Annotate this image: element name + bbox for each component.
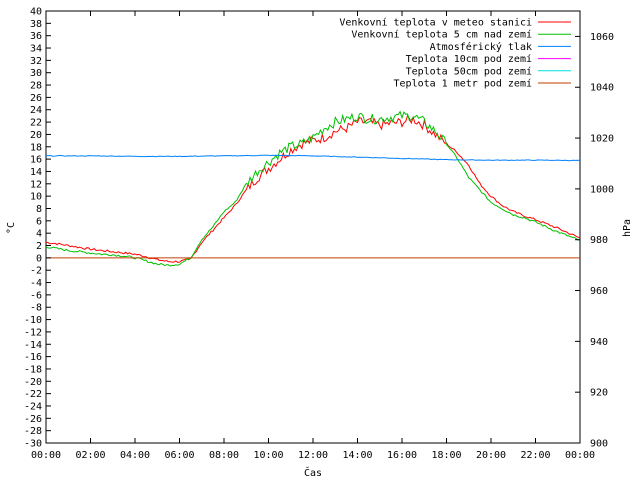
y-axis-left-title: °C: [6, 222, 17, 234]
series-group: [45, 110, 581, 267]
y-left-tick-label: 18: [30, 142, 42, 153]
y-left-tick-label: 0: [36, 253, 42, 264]
x-axis-title: Čas: [304, 466, 322, 479]
x-tick-label: 02:00: [75, 450, 105, 461]
y-left-tick-label: 24: [30, 105, 42, 116]
series-line-0: [45, 114, 581, 263]
y-left-tick-label: -20: [24, 377, 42, 388]
y-left-tick-label: -28: [24, 426, 42, 437]
y-left-tick-label: -2: [30, 266, 42, 277]
y-right-tick-label: 1060: [590, 32, 614, 43]
legend-label-0: Venkovní teplota v meteo stanici: [339, 17, 532, 29]
x-tick-label: 10:00: [253, 450, 283, 461]
y-left-tick-label: 38: [30, 19, 42, 30]
x-tick-label: 06:00: [164, 450, 194, 461]
y-left-tick-label: -26: [24, 414, 42, 425]
x-tick-label: 20:00: [476, 450, 506, 461]
y-left-tick-label: 20: [30, 130, 42, 141]
legend-label-5: Teplota 1 metr pod zemí: [394, 78, 532, 90]
y-left-tick-label: -12: [24, 327, 42, 338]
y-left-tick-label: 32: [30, 56, 42, 67]
y-left-tick-label: -22: [24, 389, 42, 400]
series-line-2: [46, 154, 581, 162]
y-left-tick-label: -10: [24, 315, 42, 326]
y-left-tick-label: 4: [36, 229, 42, 240]
y-left-tick-label: -16: [24, 352, 42, 363]
y-right-tick-label: 1040: [590, 83, 614, 94]
y-left-tick-label: 26: [30, 93, 42, 104]
y-left-tick-label: -14: [24, 340, 42, 351]
y-left-tick-label: 10: [30, 192, 42, 203]
y-left-tick-label: 40: [30, 7, 42, 18]
legend-label-4: Teplota 50cm pod zemí: [406, 65, 532, 77]
y-left-tick-label: 30: [30, 68, 42, 79]
y-right-tick-label: 1000: [590, 184, 614, 195]
legend-label-3: Teplota 10cm pod zemí: [406, 53, 532, 65]
y-right-tick-label: 980: [590, 235, 608, 246]
x-tick-label: 18:00: [431, 450, 461, 461]
y-left-tick-label: 16: [30, 155, 42, 166]
y-left-tick-label: -4: [30, 278, 42, 289]
y-left-tick-label: 12: [30, 179, 42, 190]
y-left-tick-label: -8: [30, 303, 42, 314]
legend-label-1: Venkovní teplota 5 cm nad zemí: [351, 29, 532, 41]
y-left-tick-label: 2: [36, 241, 42, 252]
x-tick-label: 16:00: [387, 450, 417, 461]
y-left-tick-label: 34: [30, 44, 42, 55]
x-tick-label: 00:00: [31, 450, 61, 461]
x-tick-label: 08:00: [209, 450, 239, 461]
legend-label-2: Atmosférický tlak: [430, 41, 532, 53]
x-tick-label: 12:00: [298, 450, 328, 461]
legend: Venkovní teplota v meteo staniciVenkovní…: [339, 17, 571, 90]
y-left-tick-label: 6: [36, 216, 42, 227]
x-tick-label: 00:00: [565, 450, 595, 461]
y-right-tick-label: 940: [590, 337, 608, 348]
y-left-tick-label: 28: [30, 81, 42, 92]
x-tick-label: 14:00: [342, 450, 372, 461]
y-right-tick-label: 1020: [590, 134, 614, 145]
y-left-tick-label: -18: [24, 364, 42, 375]
y-left-tick-label: 8: [36, 204, 42, 215]
y-right-tick-label: 960: [590, 286, 608, 297]
series-line-1: [45, 110, 581, 267]
y-axis-right-title: hPa: [622, 219, 633, 237]
y-right-tick-label: 920: [590, 388, 608, 399]
x-tick-label: 04:00: [120, 450, 150, 461]
y-left-tick-label: 22: [30, 118, 42, 129]
y-left-tick-label: -30: [24, 439, 42, 450]
y-left-tick-label: 36: [30, 31, 42, 42]
x-tick-label: 22:00: [520, 450, 550, 461]
y-right-tick-label: 900: [590, 439, 608, 450]
y-left-tick-label: -6: [30, 290, 42, 301]
ticks-group: -30-28-26-24-22-20-18-16-14-12-10-8-6-4-…: [24, 7, 614, 462]
y-left-tick-label: -24: [24, 401, 42, 412]
y-left-tick-label: 14: [30, 167, 42, 178]
